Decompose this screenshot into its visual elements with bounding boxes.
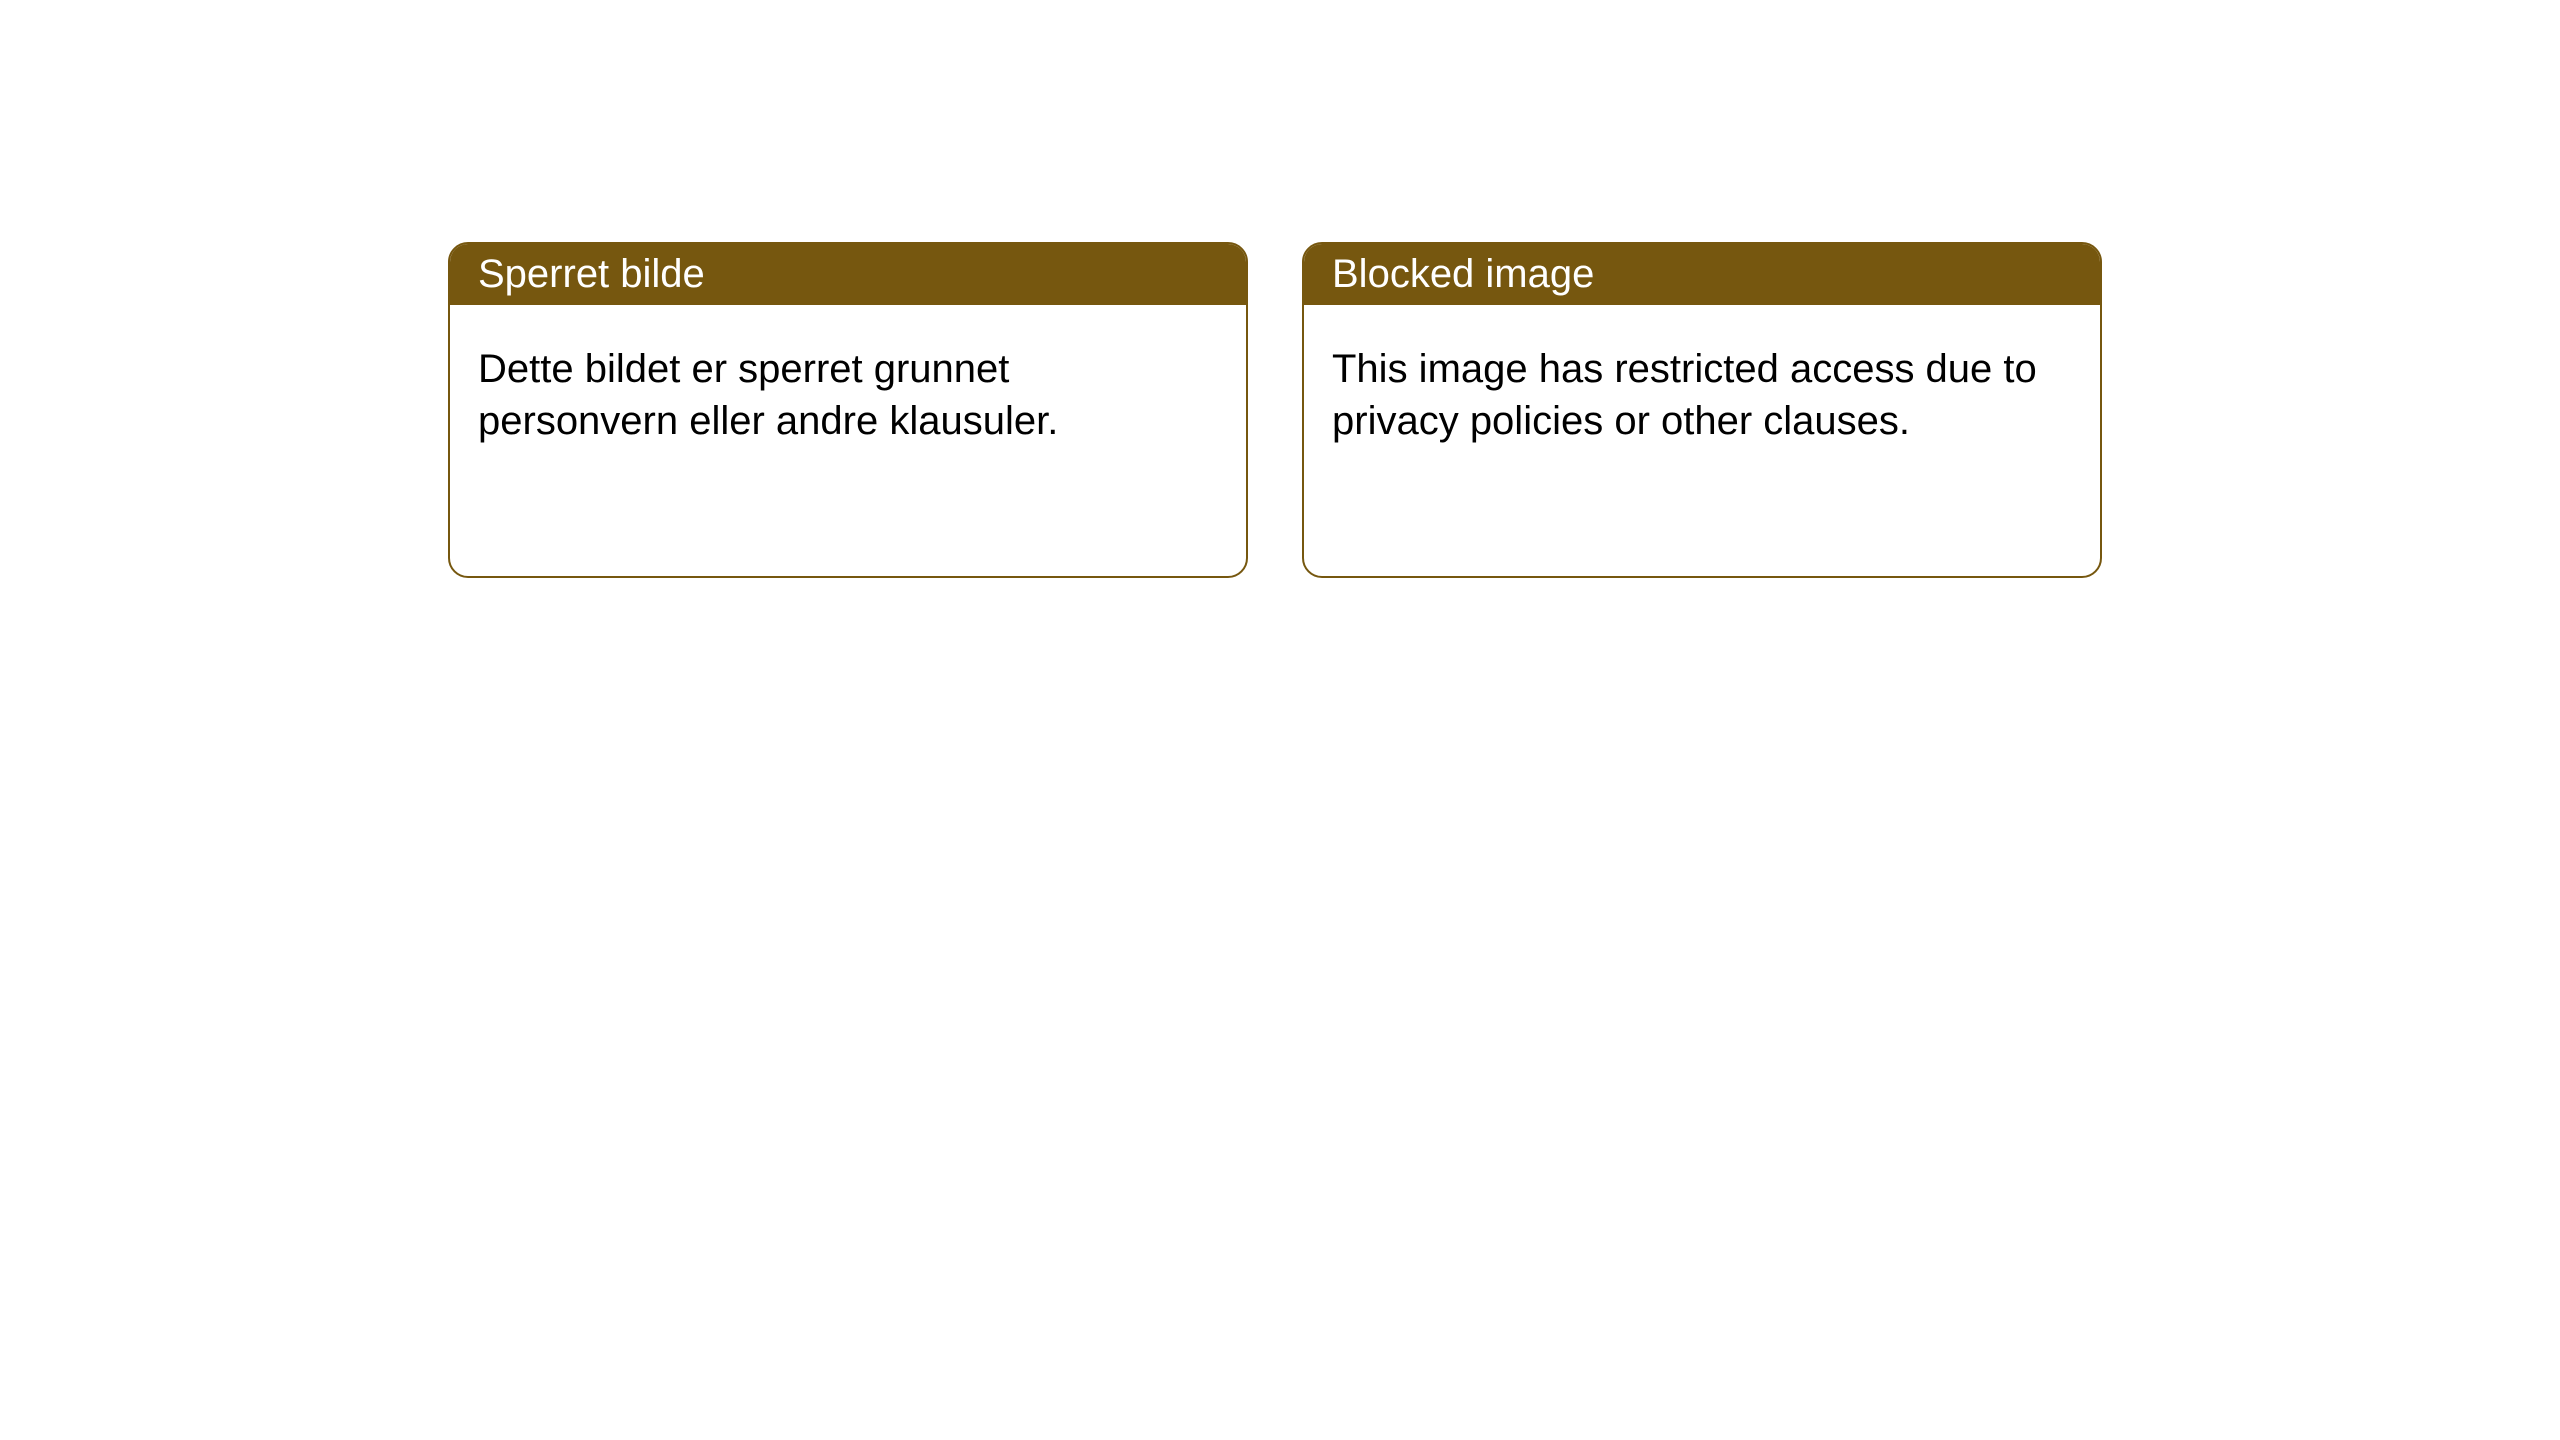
notice-box-english: Blocked image This image has restricted … <box>1302 242 2102 578</box>
notice-body: Dette bildet er sperret grunnet personve… <box>450 305 1246 485</box>
notice-body: This image has restricted access due to … <box>1304 305 2100 485</box>
notice-box-norwegian: Sperret bilde Dette bildet er sperret gr… <box>448 242 1248 578</box>
notice-container: Sperret bilde Dette bildet er sperret gr… <box>0 0 2560 578</box>
notice-header: Blocked image <box>1304 244 2100 305</box>
notice-header: Sperret bilde <box>450 244 1246 305</box>
